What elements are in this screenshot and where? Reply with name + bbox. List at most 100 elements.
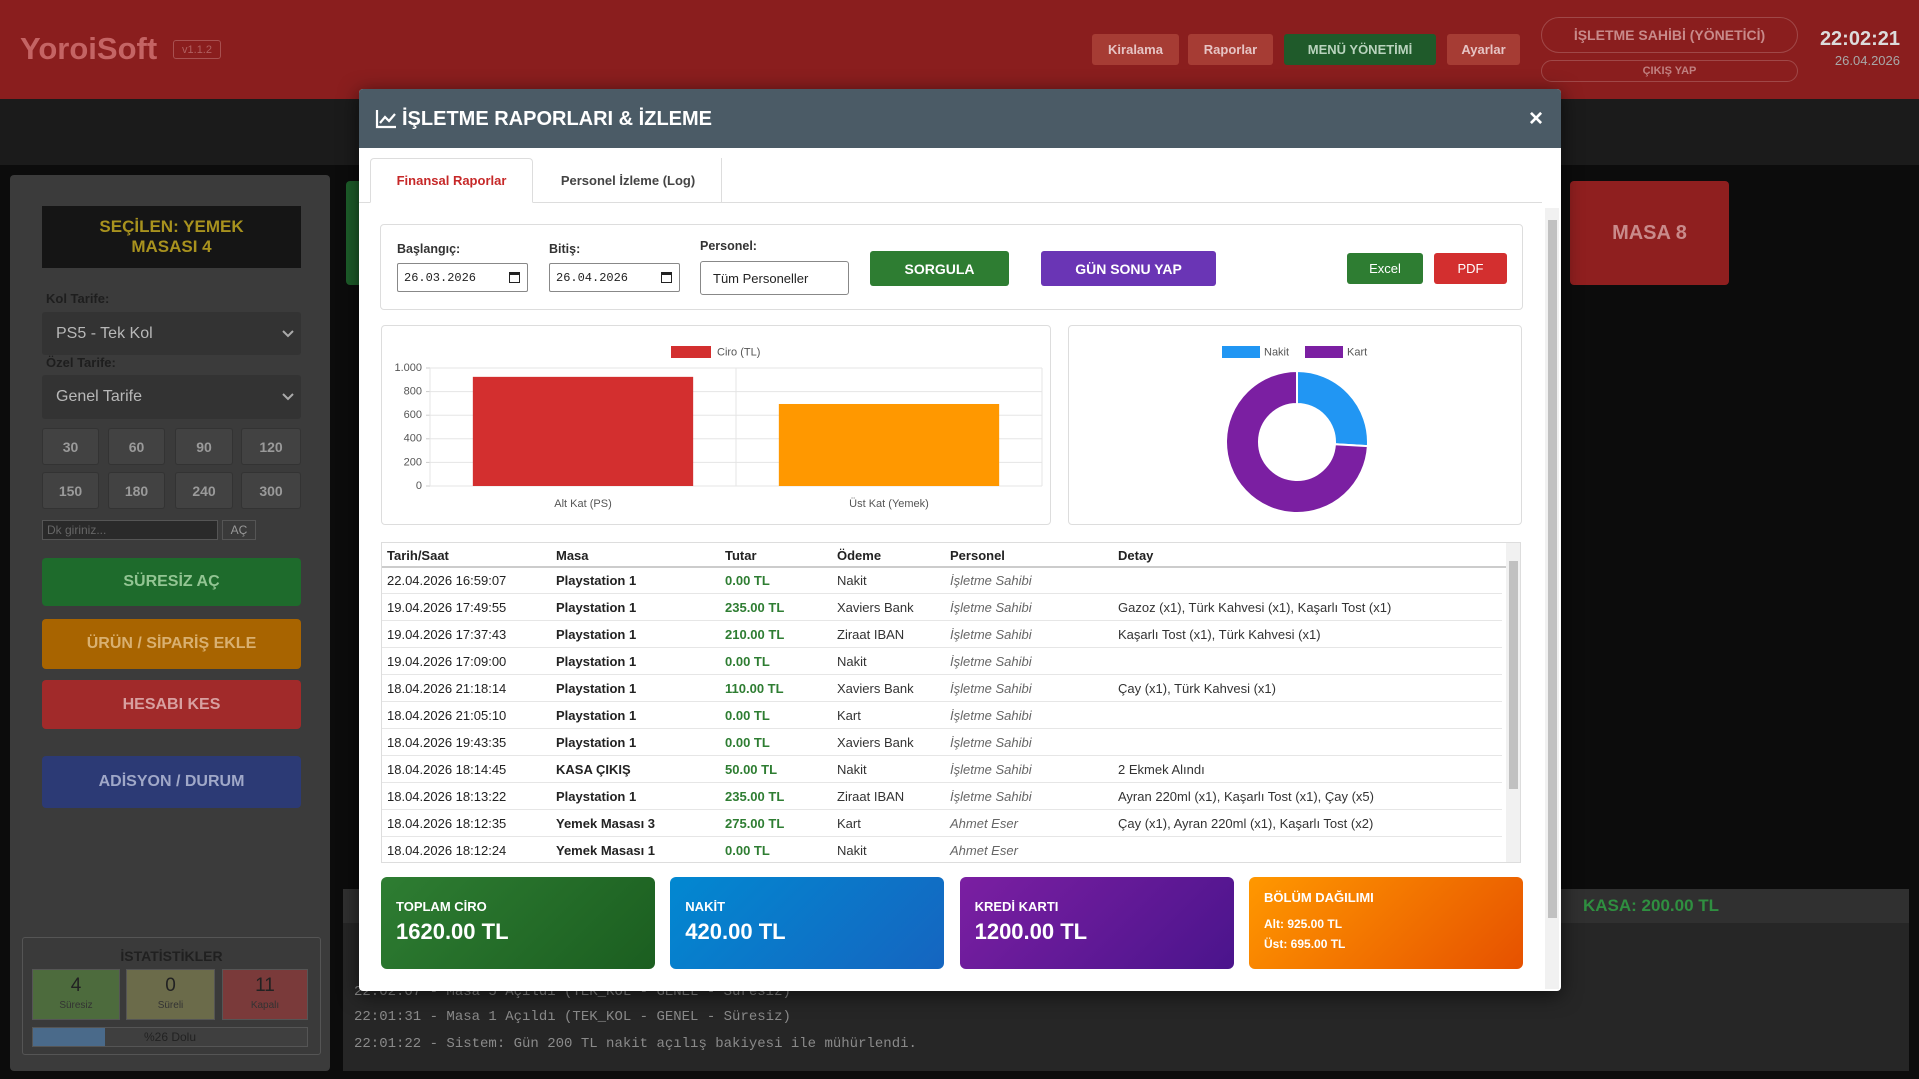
table-cell: 22.04.2026 16:59:07 <box>387 573 507 588</box>
day-end-button[interactable]: GÜN SONU YAP <box>1041 251 1216 286</box>
pie-chart-card: Nakit Kart <box>1068 325 1522 525</box>
table-header: Tutar <box>725 547 757 563</box>
log-line: 22:01:31 - Masa 1 Açıldı (TEK_KOL - GENE… <box>354 1009 791 1025</box>
summary-card: NAKİT 420.00 TL <box>670 877 945 969</box>
table-cell: 18.04.2026 21:18:14 <box>387 681 507 696</box>
selected-table: SEÇİLEN: YEMEK MASASI 4 <box>42 206 301 268</box>
table-scroll-thumb <box>1509 561 1518 789</box>
action-button[interactable]: SÜRESİZ AÇ <box>42 558 301 606</box>
table-cell: İşletme Sahibi <box>950 654 1032 669</box>
table-cell: İşletme Sahibi <box>950 600 1032 615</box>
date-input[interactable]: 26.04.2026 <box>549 263 680 292</box>
stat-cell: 4 Süresiz <box>32 969 120 1020</box>
doughnut-slice <box>1296 369 1369 448</box>
minute-button[interactable]: 300 <box>241 472 301 509</box>
table-cell: 18.04.2026 18:14:45 <box>387 762 507 777</box>
summary-card: KREDİ KARTI 1200.00 TL <box>959 877 1234 969</box>
excel-button[interactable]: Excel <box>1347 253 1423 284</box>
stat-value: 4 <box>70 975 82 996</box>
bar <box>778 403 1000 486</box>
stat-value: 0 <box>165 975 176 996</box>
table-cell: İşletme Sahibi <box>950 627 1032 642</box>
summary-label: NAKİT <box>685 899 726 914</box>
query-button[interactable]: SORGULA <box>870 251 1009 286</box>
nav-button[interactable]: Ayarlar <box>1447 34 1520 65</box>
label: Özel Tarife: <box>46 355 116 370</box>
table-cell: Playstation 1 <box>556 735 637 750</box>
action-button[interactable]: ÜRÜN / SİPARİŞ EKLE <box>42 619 301 669</box>
row-line <box>382 674 1502 675</box>
table-header: Tarih/Saat <box>387 547 449 563</box>
stat-cell: 11 Kapalı <box>222 969 308 1020</box>
minute-button[interactable]: 90 <box>175 428 233 465</box>
chevron <box>282 393 294 401</box>
minute-button[interactable]: 150 <box>42 472 99 509</box>
transactions-table: Tarih/Saat Masa Tutar Ödeme Personel Detay 22.… <box>381 542 1521 863</box>
pdf-button[interactable]: PDF <box>1434 253 1507 284</box>
table-cell: 275.00 TL <box>725 816 785 831</box>
user-badge[interactable]: İŞLETME SAHİBİ (YÖNETİCİ) <box>1541 17 1798 53</box>
table-cell: 18.04.2026 18:13:22 <box>387 789 507 804</box>
table-cell: İşletme Sahibi <box>950 681 1032 696</box>
logout-button[interactable]: ÇIKIŞ YAP <box>1541 60 1798 82</box>
tab[interactable]: Finansal Raporlar <box>370 158 533 203</box>
minute-button[interactable]: 240 <box>175 472 233 509</box>
minute-button[interactable]: 60 <box>108 428 165 465</box>
staff-select[interactable]: Tüm Personeller <box>700 261 849 295</box>
table-cell: Xaviers Bank <box>837 735 914 750</box>
table-cell: 0.00 TL <box>725 843 770 858</box>
table-cell: İşletme Sahibi <box>950 789 1032 804</box>
table-cell: 19.04.2026 17:49:55 <box>387 600 507 615</box>
nav-button[interactable]: Kiralama <box>1092 34 1179 65</box>
table-cell: 18.04.2026 18:12:24 <box>387 843 507 858</box>
chart-icon <box>375 110 396 129</box>
nav-button[interactable]: Raporlar <box>1188 34 1273 65</box>
table-header: Detay <box>1118 547 1154 563</box>
close-button[interactable]: × <box>1528 105 1543 132</box>
table-cell: Nakit <box>837 573 867 588</box>
distribution-title: BÖLÜM DAĞILIMI <box>1264 890 1374 905</box>
table-card[interactable]: MASA 8 <box>1570 181 1729 285</box>
summary-value: 1200.00 TL <box>974 919 1088 944</box>
table-cell: Ahmet Eser <box>950 843 1018 858</box>
minute-button[interactable]: 120 <box>241 428 301 465</box>
date-input[interactable]: 26.03.2026 <box>397 263 528 292</box>
summary-label: TOPLAM CİRO <box>396 899 487 914</box>
table-cell: Ahmet Eser <box>950 816 1018 831</box>
summary-value: 1620.00 TL <box>396 919 509 944</box>
action-button[interactable]: HESABI KES <box>42 680 301 729</box>
open-button[interactable]: AÇ <box>222 520 256 540</box>
table-cell: Playstation 1 <box>556 627 637 642</box>
tab-line <box>359 202 1542 203</box>
tab[interactable]: Personel İzleme (Log) <box>535 158 722 203</box>
distribution-line: Üst: 695.00 TL <box>1264 937 1346 951</box>
top-bar <box>0 0 1919 99</box>
y-tick-label: 400 <box>404 433 422 445</box>
nav-button[interactable]: MENÜ YÖNETİMİ <box>1284 34 1436 65</box>
table-cell: Playstation 1 <box>556 573 637 588</box>
legend-label: Nakit <box>1264 346 1289 358</box>
row-line <box>382 782 1502 783</box>
table-cell: Playstation 1 <box>556 681 637 696</box>
table-cell: Ayran 220ml (x1), Kaşarlı Tost (x1), Çay… <box>1118 789 1374 804</box>
filter-panel: Başlangıç: Bitiş: Personel: 26.03.2026 26.04… <box>380 224 1523 310</box>
minute-button[interactable]: 30 <box>42 428 99 465</box>
y-tick-label: 600 <box>404 409 422 421</box>
modal-scroll-thumb <box>1548 220 1557 918</box>
select[interactable]: Genel Tarife <box>42 375 301 419</box>
brand: YoroiSoft <box>20 31 158 66</box>
select[interactable]: PS5 - Tek Kol <box>42 312 301 355</box>
y-tick-label: 800 <box>404 386 422 398</box>
table-cell: 235.00 TL <box>725 600 785 615</box>
modal-title: İŞLETME RAPORLARI & İZLEME <box>402 107 712 130</box>
minute-input[interactable]: Dk giriniz... <box>42 520 218 540</box>
stats-title: İSTATİSTİKLER <box>120 948 223 964</box>
date: 26.04.2026 <box>1834 53 1900 68</box>
action-button[interactable]: ADİSYON / DURUM <box>42 756 301 808</box>
table-cell: Playstation 1 <box>556 600 637 615</box>
minute-button[interactable]: 180 <box>108 472 165 509</box>
distribution-line: Alt: 925.00 TL <box>1264 917 1343 931</box>
summary-value: 420.00 TL <box>685 919 786 944</box>
table-cell: 0.00 TL <box>725 708 770 723</box>
table-cell: Ziraat IBAN <box>837 627 905 642</box>
